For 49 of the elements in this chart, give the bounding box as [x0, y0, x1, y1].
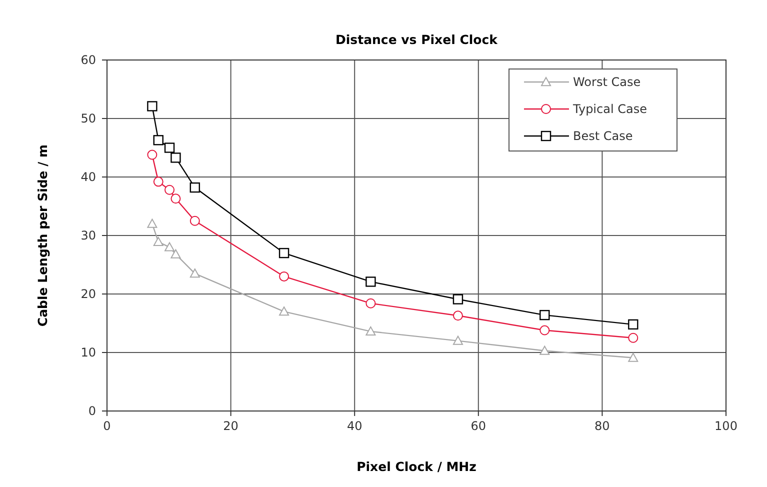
point: [366, 326, 376, 336]
point: [540, 325, 550, 336]
y-tick-label: 0: [88, 404, 96, 418]
point: [190, 216, 200, 226]
chart-title: Distance vs Pixel Clock: [336, 32, 498, 47]
point: [366, 298, 376, 308]
point: [147, 150, 158, 160]
x-tick-label: 0: [103, 419, 111, 433]
point: [190, 182, 200, 193]
y-tick-label: 50: [80, 112, 96, 126]
point: [164, 184, 175, 195]
x-tick-label: 40: [346, 419, 362, 433]
point: [147, 101, 158, 112]
point: [540, 346, 550, 355]
point: [147, 218, 158, 228]
legend-label: Worst Case: [573, 75, 641, 89]
point: [366, 276, 376, 287]
y-tick-label: 30: [80, 228, 96, 242]
point: [170, 194, 181, 204]
point: [279, 271, 290, 282]
point: [452, 294, 464, 304]
point: [628, 319, 638, 330]
y-tick-label: 10: [80, 346, 96, 360]
point: [164, 242, 175, 252]
x-tick-label: 80: [594, 419, 610, 433]
point: [628, 352, 638, 362]
point: [190, 268, 200, 278]
point: [153, 176, 164, 187]
point: [153, 236, 164, 246]
point: [452, 336, 463, 345]
point: [153, 135, 164, 146]
point: [452, 310, 463, 321]
x-tick-label: 20: [223, 419, 238, 433]
legend-label: Best Case: [573, 129, 633, 143]
x-axis-title: Pixel Clock / MHz: [356, 459, 476, 474]
point: [279, 306, 290, 316]
x-tick-label: 100: [714, 419, 738, 433]
point: [170, 152, 181, 163]
point: [170, 249, 181, 258]
legend-label: Typical Case: [572, 102, 647, 116]
point: [540, 310, 550, 320]
point: [164, 142, 175, 153]
point: [628, 332, 638, 343]
point: [278, 248, 290, 258]
y-tick-label: 40: [80, 170, 96, 184]
y-axis-title: Cable Length per Side / m: [35, 144, 50, 327]
x-tick-label: 60: [470, 419, 486, 433]
y-tick-label: 20: [80, 287, 96, 301]
y-tick-label: 60: [80, 53, 96, 67]
